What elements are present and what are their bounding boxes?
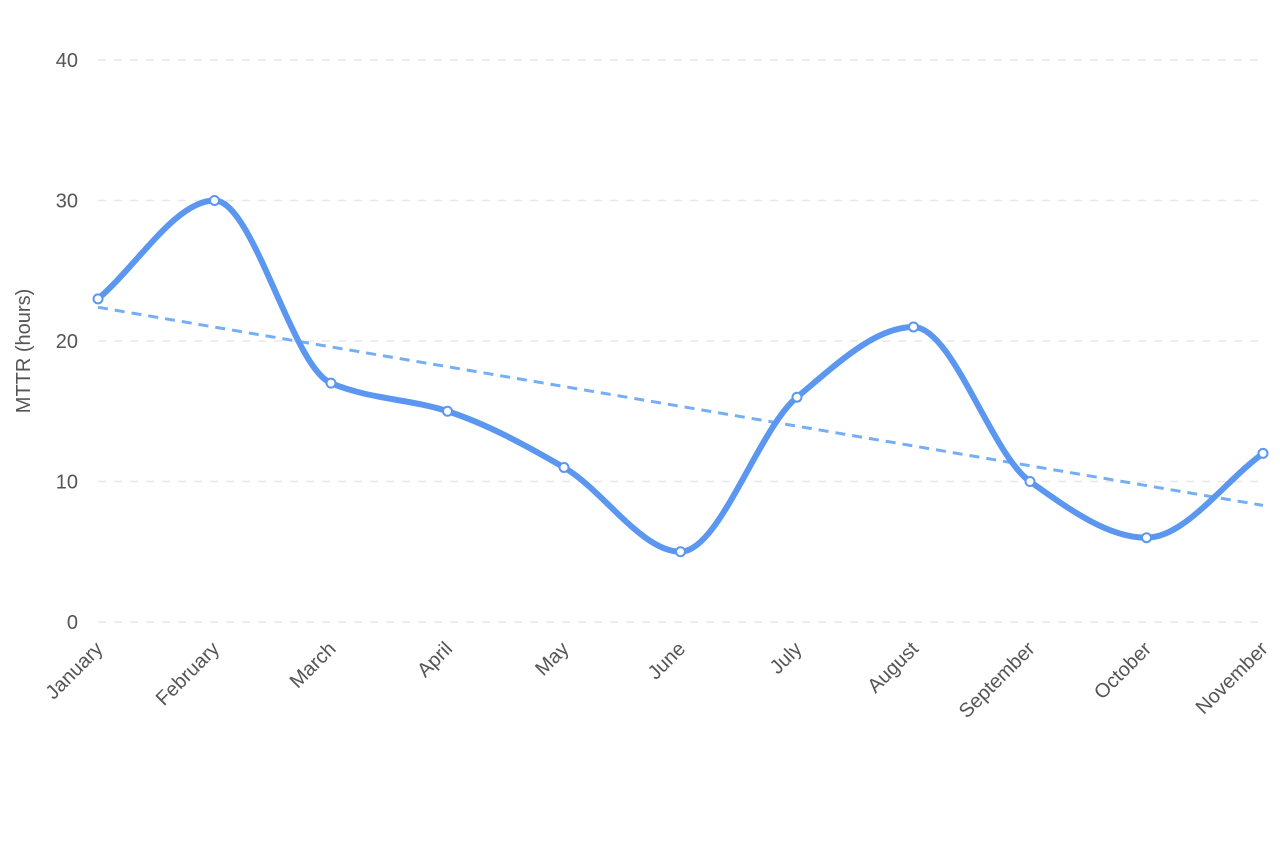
y-axis-ticks: 0 10 20 30 40 — [56, 50, 78, 634]
x-axis-ticks: January February March April May June July Augu… — [42, 638, 1273, 723]
x-tick-label: March — [286, 638, 341, 693]
data-point-june[interactable] — [675, 546, 686, 558]
x-tick-label: February — [152, 638, 224, 710]
x-tick-label: April — [413, 638, 457, 682]
x-tick-label: August — [863, 638, 923, 698]
data-point-october[interactable] — [1141, 532, 1152, 544]
y-tick-label: 10 — [56, 472, 78, 494]
data-point-march[interactable] — [325, 377, 337, 389]
data-point-november[interactable] — [1257, 447, 1269, 459]
data-point-july[interactable] — [791, 391, 803, 403]
x-tick-label: October — [1090, 638, 1156, 704]
y-tick-label: 0 — [67, 612, 78, 634]
data-point-january[interactable] — [92, 293, 104, 305]
grid-layer — [98, 59, 1263, 623]
x-tick-label: November — [1192, 638, 1273, 719]
data-point-may[interactable] — [558, 461, 570, 473]
data-point-september[interactable] — [1024, 476, 1036, 487]
trendline-layer — [97, 305, 1264, 507]
y-axis-title: MTTR (hours) — [13, 289, 35, 413]
series-layer — [95, 197, 1266, 555]
y-tick-label: 20 — [56, 331, 78, 353]
x-tick-label: July — [766, 638, 807, 679]
data-point-august[interactable] — [908, 321, 919, 333]
data-point-february[interactable] — [209, 195, 220, 206]
x-tick-label: June — [644, 638, 690, 684]
x-tick-label: January — [42, 638, 108, 704]
points-layer — [92, 195, 1269, 558]
series-line — [95, 197, 1266, 555]
y-tick-label: 40 — [56, 50, 78, 72]
y-tick-label: 30 — [56, 191, 78, 213]
trendline — [97, 305, 1264, 507]
data-point-april[interactable] — [442, 405, 453, 417]
x-tick-label: September — [955, 638, 1040, 723]
x-tick-label: May — [531, 638, 573, 680]
